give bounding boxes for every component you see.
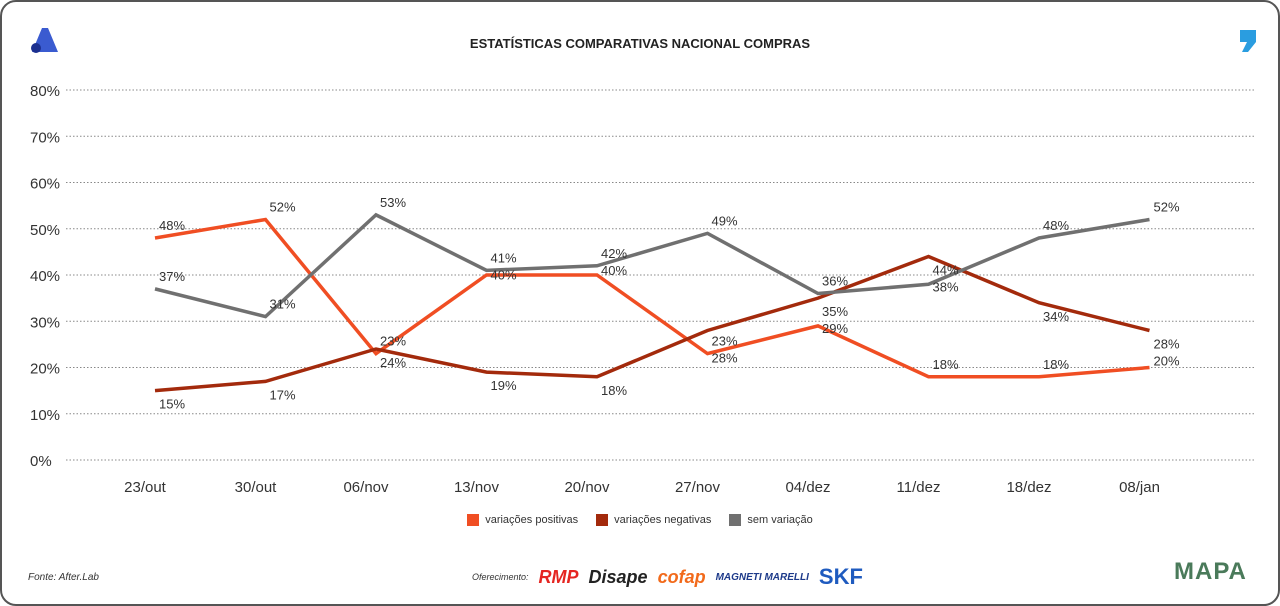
x-tick-label: 23/out [124, 479, 167, 496]
legend-swatch [729, 514, 742, 526]
data-label: 19% [491, 378, 517, 393]
x-tick-label: 20/nov [564, 479, 610, 496]
y-tick-label: 10% [30, 407, 60, 424]
rmp-logo: RMP [538, 566, 579, 587]
x-tick-label: 13/nov [454, 479, 500, 496]
y-tick-label: 60% [30, 176, 60, 193]
legend-swatch [467, 514, 480, 526]
data-label: 18% [601, 383, 627, 398]
legend-item: sem variação [729, 514, 813, 526]
brand-logo-icon [31, 28, 58, 53]
data-label: 44% [933, 263, 959, 278]
data-label: 36% [822, 274, 848, 289]
disape-logo: Disape [588, 566, 648, 587]
y-tick-label: 30% [30, 314, 60, 331]
data-label: 15% [159, 397, 185, 412]
data-label: 28% [1154, 337, 1180, 352]
x-tick-label: 04/dez [785, 479, 830, 496]
data-label: 52% [1154, 200, 1180, 215]
data-label: 18% [933, 357, 959, 372]
data-label: 40% [601, 263, 627, 278]
legend: variações positivas variações negativas se… [2, 514, 1278, 526]
y-tick-label: 50% [30, 222, 60, 239]
data-label: 42% [601, 246, 627, 261]
data-label: 24% [380, 355, 406, 370]
x-tick-label: 11/dez [897, 479, 941, 496]
x-tick-label: 08/jan [1119, 479, 1160, 496]
legend-item: variações negativas [596, 514, 711, 526]
legend-label: sem variação [747, 514, 813, 526]
source-note: Fonte: After.Lab [28, 572, 99, 583]
data-label: 20% [1154, 354, 1180, 369]
data-label: 40% [491, 267, 517, 282]
chart-title: ESTATÍSTICAS COMPARATIVAS NACIONAL COMPR… [469, 36, 811, 51]
mapa-logo: MAPA [1174, 558, 1247, 585]
data-label: 28% [712, 351, 738, 366]
data-label: 48% [159, 218, 185, 233]
series-line-1 [154, 254, 1150, 393]
series-line-2 [154, 212, 1150, 319]
legend-item: variações positivas [467, 514, 578, 526]
data-label: 53% [380, 195, 406, 210]
y-tick-label: 80% [30, 83, 60, 100]
data-label: 37% [159, 269, 185, 284]
data-label: 52% [270, 200, 296, 215]
data-label: 23% [380, 334, 406, 349]
data-label: 41% [491, 250, 517, 265]
data-label: 17% [270, 387, 296, 402]
y-tick-label: 40% [30, 268, 60, 285]
y-tick-label: 0% [30, 453, 52, 470]
data-label: 29% [822, 321, 848, 336]
cofap-logo: cofap [657, 566, 706, 587]
line-chart: 0% 10% 20% 30% 40% 50% 60% 70% 80% 23/out 30/out 06… [30, 83, 1254, 496]
legend-label: variações positivas [485, 514, 579, 526]
data-label: 49% [712, 213, 738, 228]
y-tick-label: 70% [30, 129, 60, 146]
data-label: 31% [270, 297, 296, 312]
quote-logo-icon [1240, 30, 1256, 52]
data-label: 35% [822, 304, 848, 319]
legend-swatch [596, 514, 609, 526]
sponsor-label: Oferecimento: [472, 572, 529, 582]
y-tick-label: 20% [30, 361, 60, 378]
x-tick-label: 06/nov [343, 479, 389, 496]
magneti-marelli-logo: MAGNETI MARELLI [715, 571, 809, 583]
x-tick-label: 18/dez [1006, 479, 1051, 496]
sponsors: Oferecimento: RMP Disape cofap MAGNETI M… [472, 564, 863, 590]
x-tick-label: 30/out [235, 479, 278, 496]
legend-label: variações negativas [614, 514, 712, 526]
series-line-0 [154, 217, 1150, 379]
x-tick-label: 27/nov [675, 479, 721, 496]
data-label: 18% [1043, 357, 1069, 372]
skf-logo: SKF [818, 564, 863, 589]
data-label: 34% [1043, 309, 1069, 324]
data-label: 23% [712, 334, 738, 349]
data-label: 48% [1043, 218, 1069, 233]
data-label: 38% [933, 280, 959, 295]
